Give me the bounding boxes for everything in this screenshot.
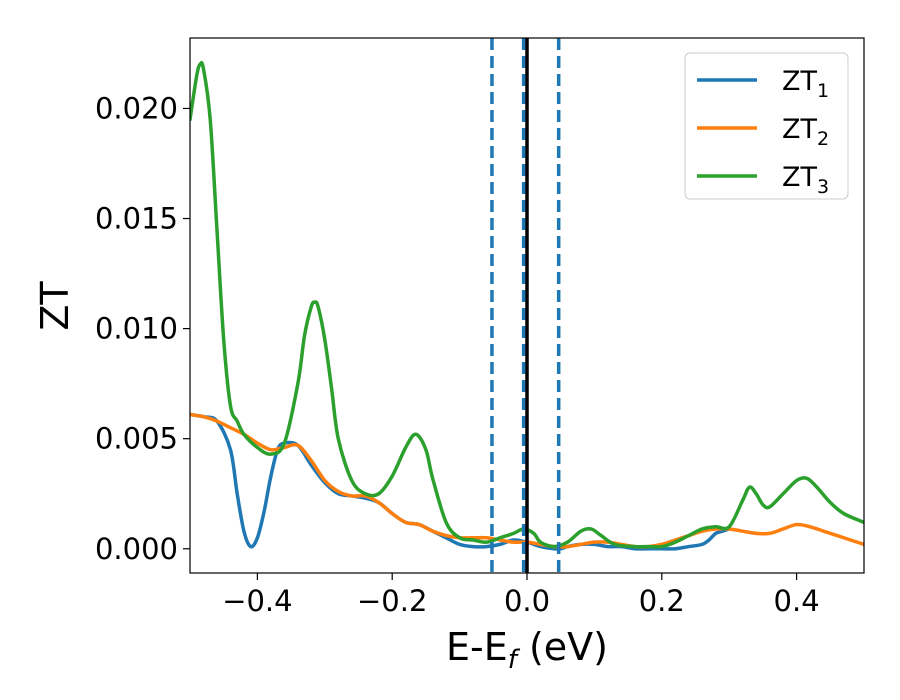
x-tick-label: 0.2	[639, 584, 685, 618]
series-line-zt1	[190, 412, 731, 551]
x-tick-label: −0.4	[222, 584, 292, 618]
y-axis: 0.000 0.005 0.010 0.015 0.020	[95, 91, 190, 566]
legend-label-zt3: ZT3	[782, 162, 829, 198]
y-tick-label: 0.005	[95, 422, 178, 456]
y-tick-label: 0.000	[95, 532, 178, 566]
y-tick-label: 0.010	[95, 312, 178, 346]
legend-label-zt2: ZT2	[782, 114, 829, 150]
y-tick-label: 0.015	[95, 202, 178, 236]
legend: ZT1 ZT2 ZT3	[684, 52, 849, 200]
legend-label-zt1: ZT1	[782, 66, 829, 102]
legend-box	[684, 52, 849, 200]
x-tick-label: 0.0	[504, 584, 550, 618]
y-axis-label: ZT	[33, 281, 77, 331]
x-axis-label-unit: (eV)	[517, 625, 608, 669]
vlines-layer	[490, 38, 561, 573]
x-axis: −0.4 −0.2 0.0 0.2 0.4	[222, 573, 820, 618]
series-line-zt3	[190, 61, 864, 549]
x-tick-label: 0.4	[774, 584, 820, 618]
x-axis-label: E-Ef (eV)	[446, 625, 608, 675]
x-axis-label-main: E-E	[446, 625, 508, 669]
x-tick-label: −0.2	[357, 584, 427, 618]
y-tick-label: 0.020	[95, 91, 178, 125]
